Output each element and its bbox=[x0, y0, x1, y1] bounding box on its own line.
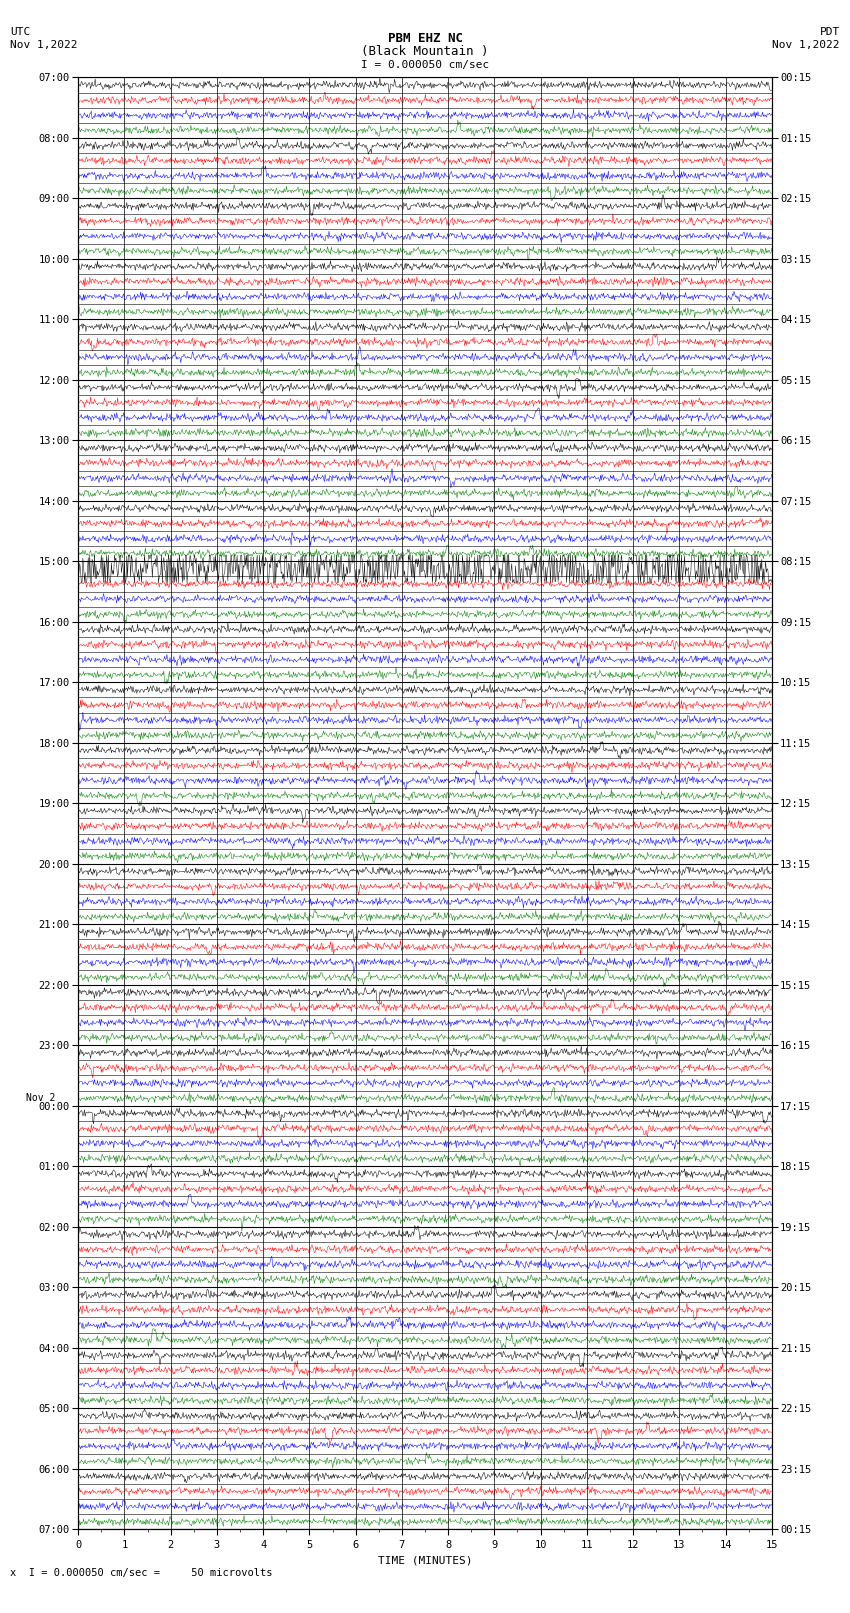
Text: Nov 1,2022: Nov 1,2022 bbox=[773, 40, 840, 50]
Text: UTC: UTC bbox=[10, 27, 31, 37]
Text: (Black Mountain ): (Black Mountain ) bbox=[361, 45, 489, 58]
Text: PDT: PDT bbox=[819, 27, 840, 37]
Text: I = 0.000050 cm/sec: I = 0.000050 cm/sec bbox=[361, 60, 489, 69]
Text: x  I = 0.000050 cm/sec =     50 microvolts: x I = 0.000050 cm/sec = 50 microvolts bbox=[10, 1568, 273, 1578]
Text: Nov 2: Nov 2 bbox=[26, 1094, 55, 1103]
Text: Nov 1,2022: Nov 1,2022 bbox=[10, 40, 77, 50]
X-axis label: TIME (MINUTES): TIME (MINUTES) bbox=[377, 1555, 473, 1565]
Text: PBM EHZ NC: PBM EHZ NC bbox=[388, 32, 462, 45]
